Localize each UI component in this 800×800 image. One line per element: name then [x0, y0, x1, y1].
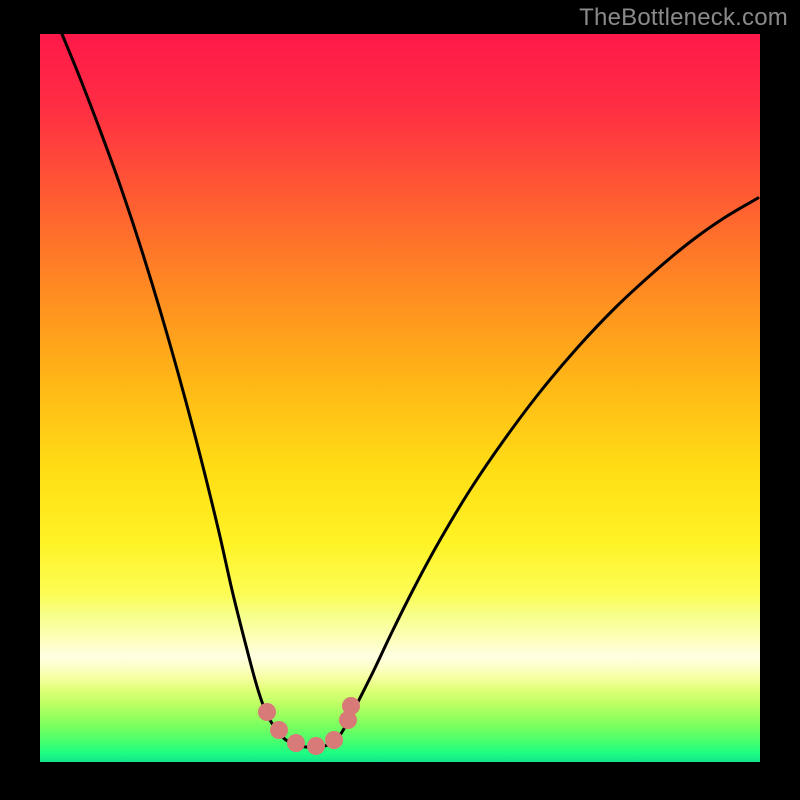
chart-container: TheBottleneck.com [0, 0, 800, 800]
curve-marker [270, 721, 288, 739]
curve-marker [325, 731, 343, 749]
curve-marker [287, 734, 305, 752]
curve-marker [342, 697, 360, 715]
curve-marker [258, 703, 276, 721]
curve-marker [307, 737, 325, 755]
watermark-text: TheBottleneck.com [579, 4, 788, 32]
bottleneck-chart [0, 0, 800, 800]
plot-background [40, 34, 760, 762]
